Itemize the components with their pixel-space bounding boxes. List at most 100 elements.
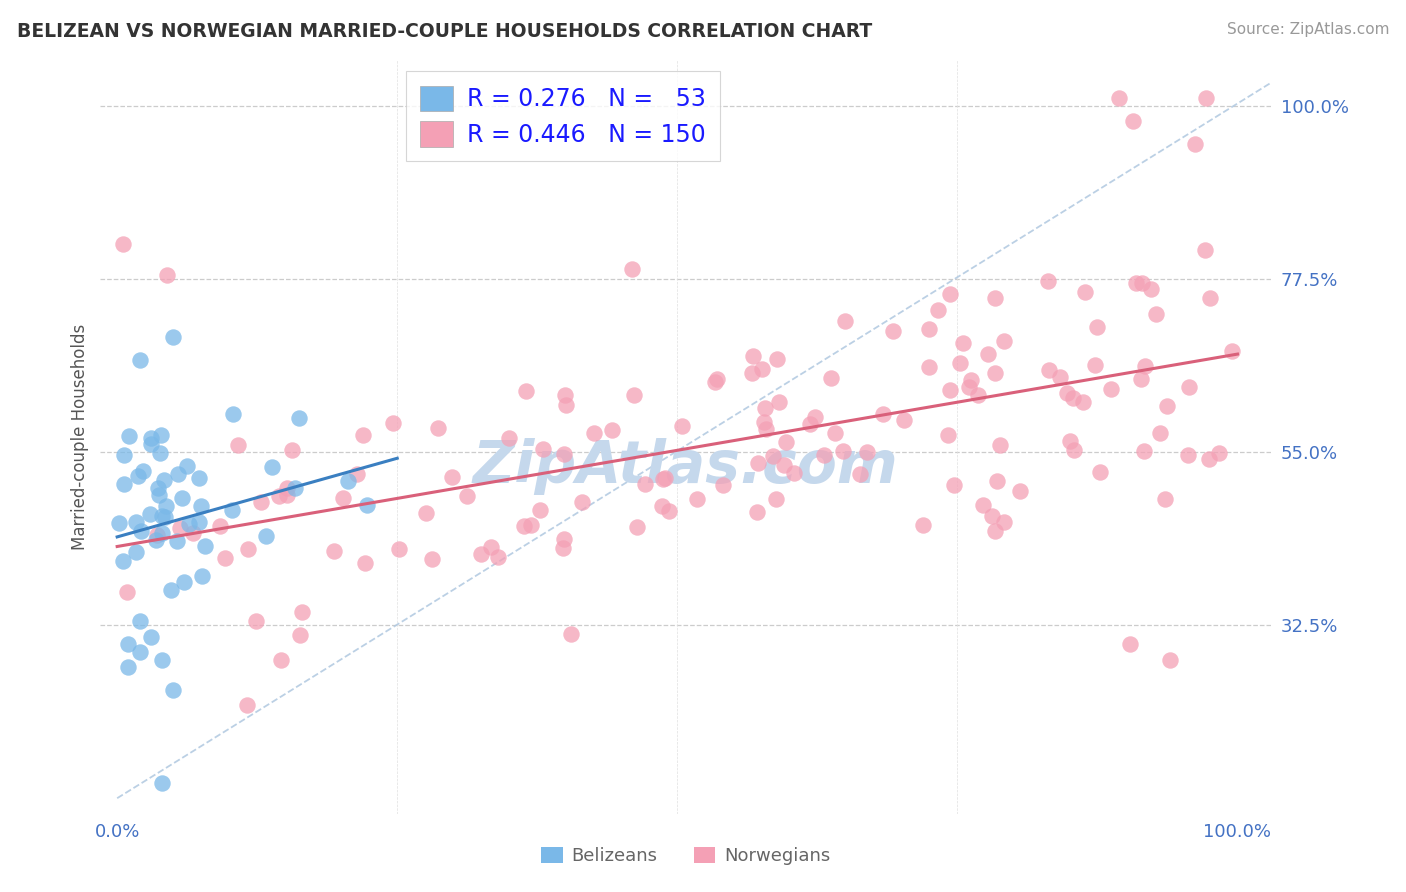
Point [150, 526, 173, 541]
Point [1074, 285, 1097, 299]
Point [187, 471, 209, 485]
Point [191, 568, 214, 582]
Point [139, 507, 162, 521]
Point [711, 478, 734, 492]
Point [456, 489, 478, 503]
Point [747, 456, 769, 470]
Point [529, 502, 551, 516]
Point [799, 417, 821, 432]
Point [1156, 400, 1178, 414]
Point [337, 474, 360, 488]
Point [250, 495, 273, 509]
Point [139, 431, 162, 445]
Point [893, 413, 915, 427]
Point [323, 544, 346, 558]
Point [824, 425, 846, 440]
Point [146, 481, 169, 495]
Point [1062, 391, 1084, 405]
Point [949, 356, 972, 370]
Point [145, 533, 167, 547]
Point [1177, 380, 1199, 394]
Point [634, 477, 657, 491]
Point [1149, 425, 1171, 440]
Point [1084, 359, 1107, 373]
Point [498, 431, 520, 445]
Point [560, 627, 582, 641]
Point [1129, 372, 1152, 386]
Point [150, 776, 173, 790]
Point [820, 371, 842, 385]
Point [988, 438, 1011, 452]
Point [354, 556, 377, 570]
Point [1208, 445, 1230, 459]
Point [276, 488, 298, 502]
Point [918, 322, 941, 336]
Point [1133, 359, 1156, 374]
Point [1199, 291, 1222, 305]
Text: Source: ZipAtlas.com: Source: ZipAtlas.com [1226, 22, 1389, 37]
Point [1194, 243, 1216, 257]
Point [179, 516, 201, 531]
Point [208, 519, 231, 533]
Point [623, 388, 645, 402]
Point [600, 423, 623, 437]
Point [148, 488, 170, 502]
Point [976, 347, 998, 361]
Point [704, 375, 727, 389]
Point [176, 459, 198, 474]
Point [187, 515, 209, 529]
Point [872, 407, 894, 421]
Point [356, 498, 378, 512]
Point [783, 466, 806, 480]
Point [128, 614, 150, 628]
Point [765, 492, 787, 507]
Point [127, 468, 149, 483]
Point [415, 506, 437, 520]
Point [332, 491, 354, 505]
Point [291, 605, 314, 619]
Point [752, 415, 775, 429]
Point [804, 410, 827, 425]
Point [927, 303, 949, 318]
Point [141, 437, 163, 451]
Point [1119, 637, 1142, 651]
Point [939, 384, 962, 398]
Point [115, 585, 138, 599]
Point [766, 351, 789, 366]
Point [755, 422, 778, 436]
Point [284, 481, 307, 495]
Point [352, 428, 374, 442]
Point [775, 434, 797, 449]
Point [132, 464, 155, 478]
Point [626, 520, 648, 534]
Point [221, 502, 243, 516]
Point [190, 499, 212, 513]
Point [128, 352, 150, 367]
Point [652, 472, 675, 486]
Point [150, 427, 173, 442]
Point [1125, 276, 1147, 290]
Point [166, 533, 188, 548]
Point [146, 527, 169, 541]
Point [654, 470, 676, 484]
Point [741, 366, 763, 380]
Point [288, 628, 311, 642]
Point [1220, 344, 1243, 359]
Point [515, 384, 537, 398]
Point [420, 552, 443, 566]
Point [479, 540, 502, 554]
Point [245, 615, 267, 629]
Point [254, 528, 277, 542]
Point [1063, 442, 1085, 457]
Point [388, 541, 411, 556]
Point [162, 329, 184, 343]
Point [671, 418, 693, 433]
Point [1099, 382, 1122, 396]
Point [381, 416, 404, 430]
Point [1159, 653, 1181, 667]
Point [129, 524, 152, 538]
Point [470, 547, 492, 561]
Point [651, 499, 673, 513]
Point [553, 447, 575, 461]
Point [167, 467, 190, 482]
